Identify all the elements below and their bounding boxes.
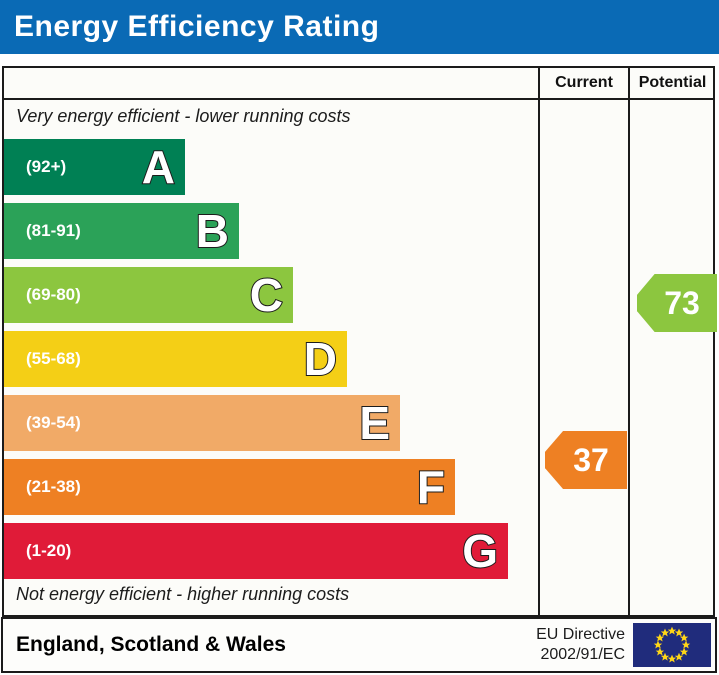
band-c: (69-80) C: [4, 267, 293, 323]
eu-directive-line1: EU Directive: [536, 626, 625, 643]
band-b: (81-91) B: [4, 203, 239, 259]
band-e-range-label: (39-54): [26, 413, 81, 432]
current-rating-arrow: 37: [545, 431, 627, 489]
band-b-range-label: (81-91): [26, 221, 81, 240]
potential-column-header: Potential: [638, 74, 707, 91]
eu-directive-label: EU Directive 2002/91/EC: [536, 625, 625, 665]
band-d: (55-68) D: [4, 331, 347, 387]
current-column-header: Current: [555, 74, 613, 91]
band-c-letter: C: [249, 268, 284, 322]
header-row-divider: [2, 98, 715, 100]
band-g-range-label: (1-20): [26, 541, 72, 560]
band-d-range-label: (55-68): [26, 349, 81, 368]
band-f: (21-38) F: [4, 459, 455, 515]
potential-column-divider: [628, 66, 630, 617]
page-title: Energy Efficiency Rating: [14, 10, 380, 43]
region-label: England, Scotland & Wales: [16, 633, 286, 656]
bottom-note: Not energy efficient - higher running co…: [16, 584, 350, 604]
band-a: (92+) A: [4, 139, 185, 195]
band-g-letter: G: [461, 524, 499, 578]
band-d-letter: D: [303, 332, 338, 386]
band-e-letter: E: [358, 396, 391, 450]
eu-flag-icon: [633, 623, 711, 667]
eu-directive-line2: 2002/91/EC: [540, 646, 625, 663]
band-b-letter: B: [195, 204, 230, 258]
title-bar: Energy Efficiency Rating: [0, 0, 719, 54]
band-f-letter: F: [416, 460, 446, 514]
band-f-range-label: (21-38): [26, 477, 81, 496]
band-e: (39-54) E: [4, 395, 400, 451]
band-g: (1-20) G: [4, 523, 508, 579]
current-rating-value: 37: [573, 441, 609, 478]
footer: England, Scotland & Wales EU Directive 2…: [1, 617, 717, 673]
potential-rating-value: 73: [664, 284, 700, 321]
band-c-range-label: (69-80): [26, 285, 81, 304]
band-a-letter: A: [141, 140, 176, 194]
band-a-range-label: (92+): [26, 157, 67, 176]
top-note: Very energy efficient - lower running co…: [16, 106, 351, 126]
current-column-divider: [538, 66, 540, 617]
potential-rating-arrow: 73: [637, 274, 717, 332]
